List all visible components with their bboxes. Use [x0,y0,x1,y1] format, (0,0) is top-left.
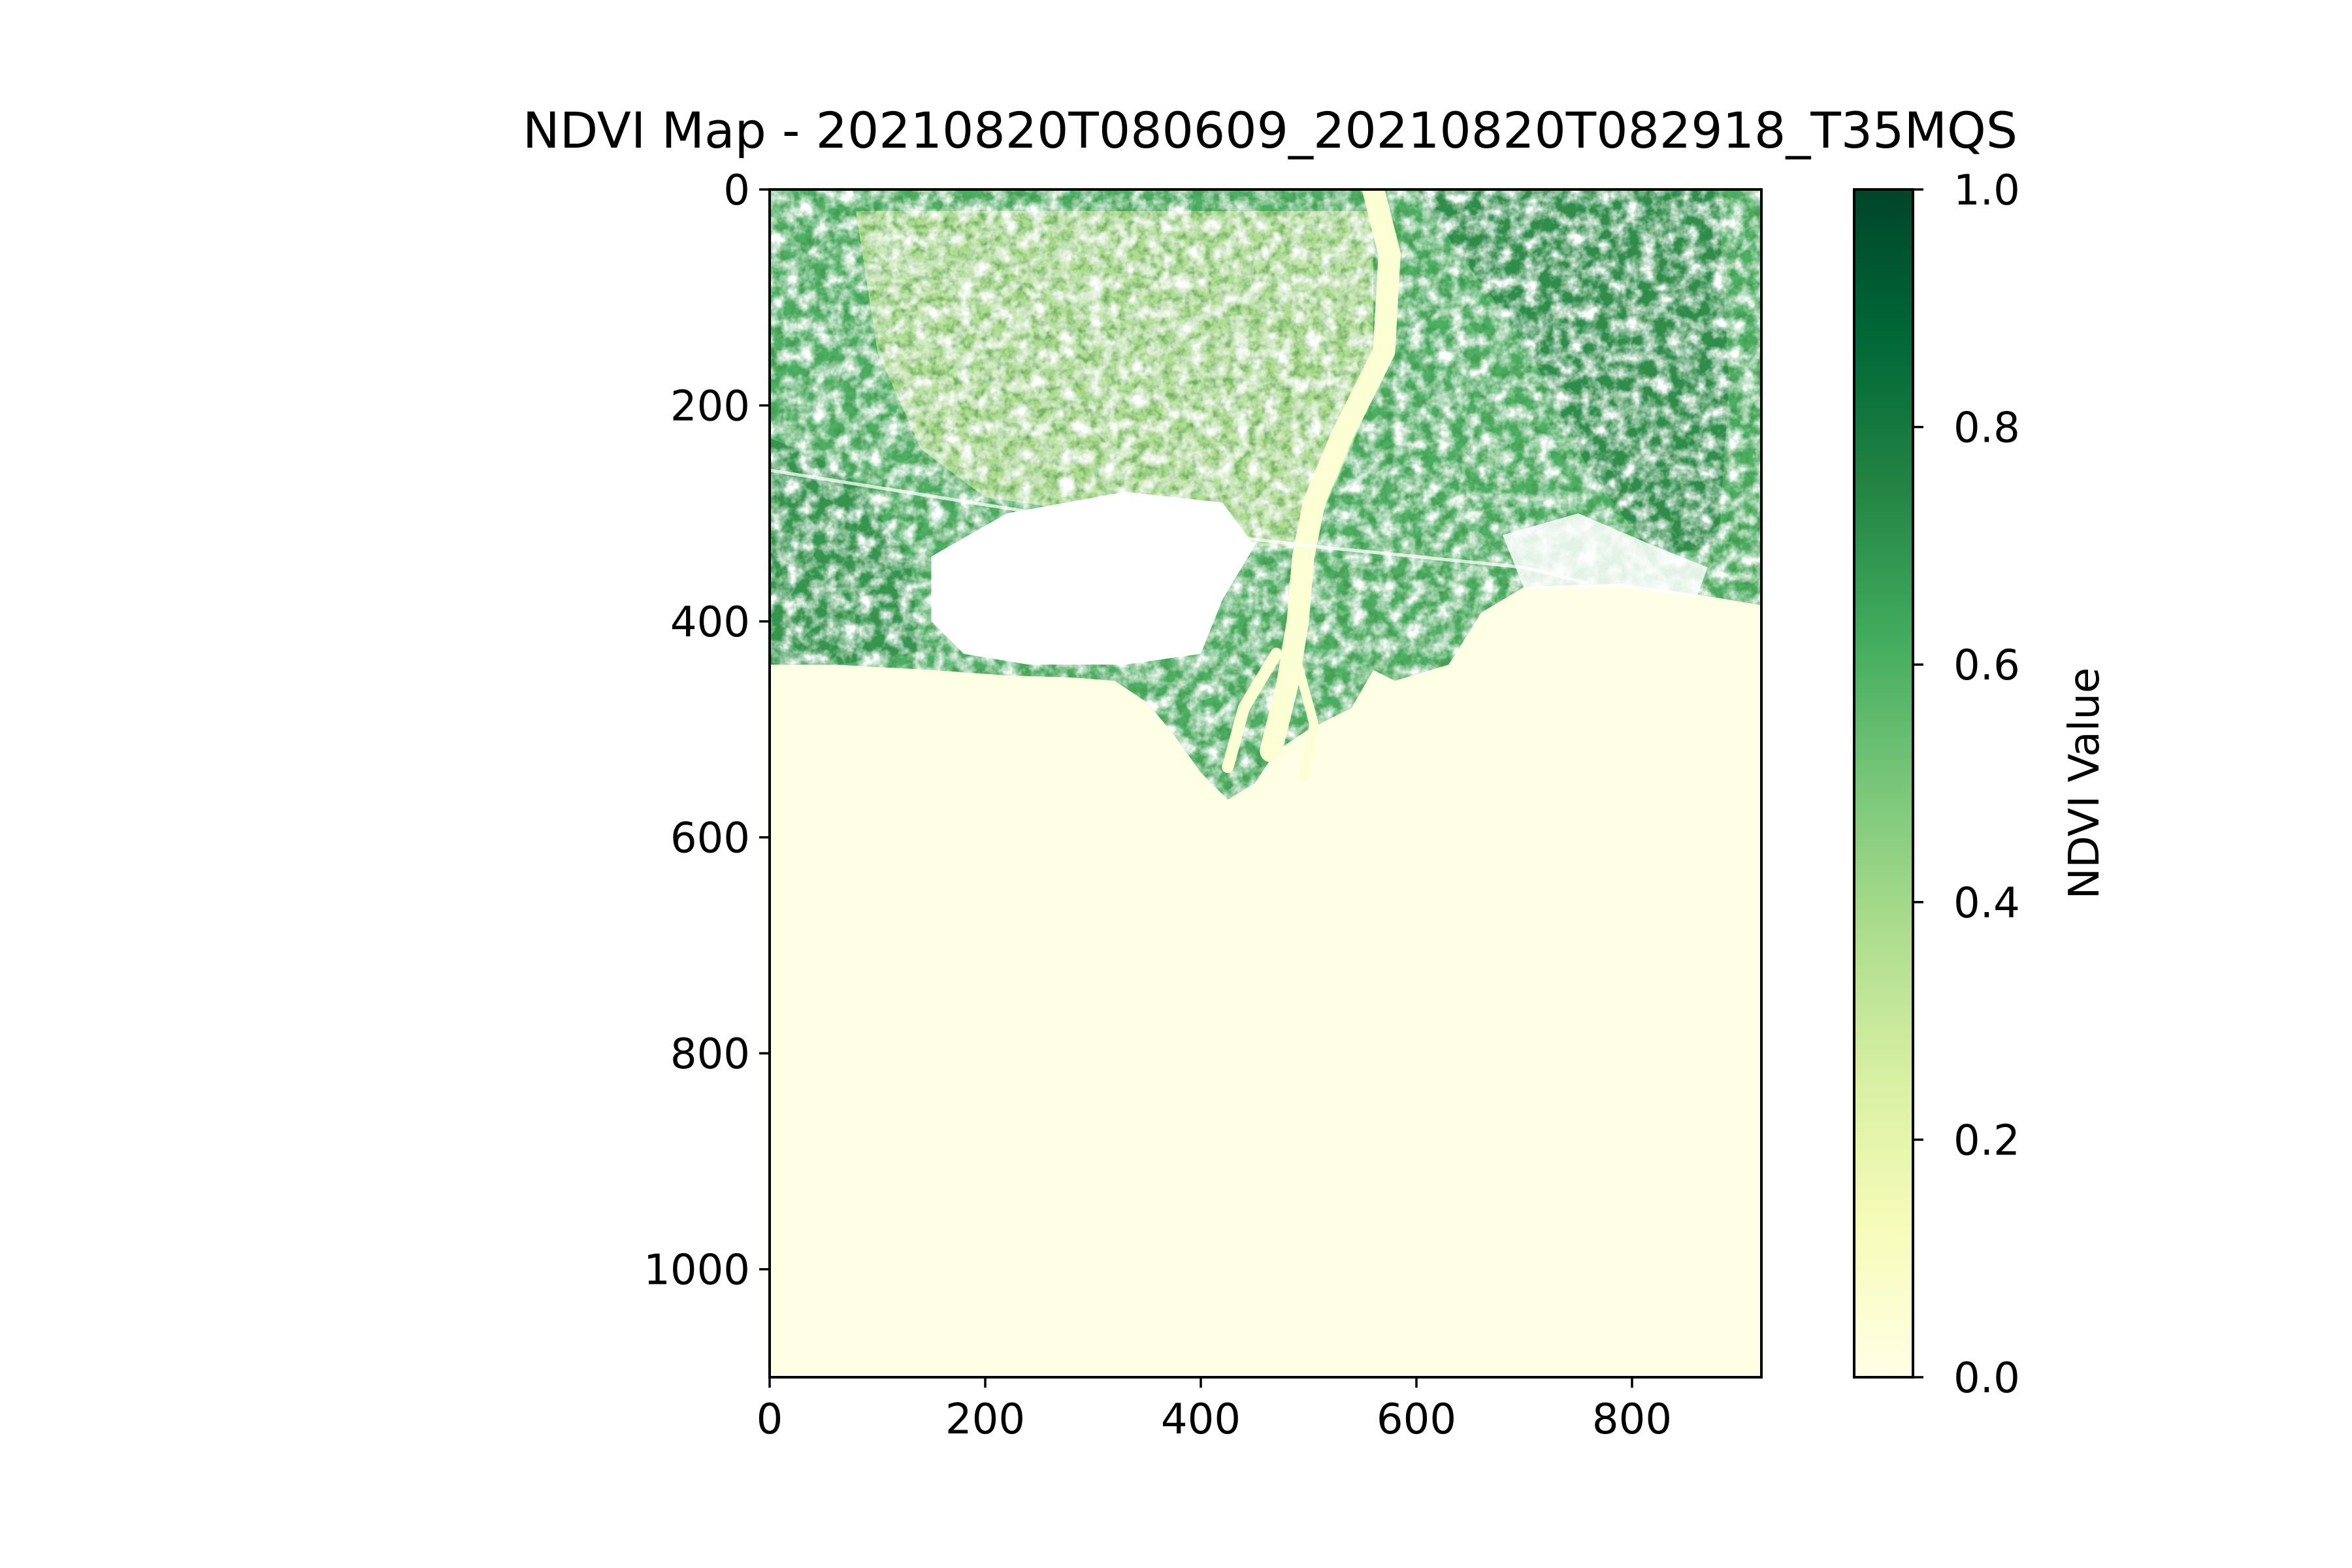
colorbar-tick-label: 1.0 [1953,167,2020,215]
plot-frame [768,188,1763,1379]
delta-channel-left [1222,647,1282,774]
delta-channel-right [1293,660,1319,783]
chart-title: NDVI Map - 20210820T080609_20210820T0829… [523,101,2017,159]
x-axis: 0 200 400 600 800 [757,1377,1672,1444]
colorbar-tick-label: 0.0 [1953,1354,2020,1403]
map-plot-area [770,189,1761,1377]
y-axis: 0 200 400 600 800 1000 [644,167,770,1295]
x-tick-label: 0 [757,1396,783,1444]
colorbar-tick-label: 0.6 [1953,642,2020,690]
no-data-coastline [1503,513,1708,598]
colorbar-gradient [1854,189,1913,1377]
y-tick-label: 1000 [644,1247,750,1295]
colorbar-tick-label: 0.2 [1953,1117,2020,1165]
y-tick-label: 600 [670,815,750,863]
x-tick-label: 400 [1161,1396,1241,1444]
y-tick-label: 0 [723,167,750,215]
road-line [770,468,1590,585]
colorbar-tick-label: 0.8 [1953,404,2020,453]
y-tick-label: 200 [670,383,750,431]
x-tick-label: 200 [945,1396,1025,1444]
colorbar-tick-label: 0.4 [1953,879,2020,928]
colorbar-ticks: 0.0 0.2 0.4 0.6 0.8 1.0 [1913,167,2020,1403]
no-data-lagoon [931,491,1255,665]
river-channel [1260,189,1401,762]
colorbar-label: NDVI Value [2061,668,2109,900]
land-region [770,189,1761,800]
x-tick-label: 800 [1592,1396,1672,1444]
colorbar-frame [1853,188,1914,1379]
x-tick-label: 600 [1377,1396,1456,1444]
y-tick-label: 400 [670,598,750,647]
y-tick-label: 800 [670,1030,750,1079]
colorbar: 0.0 0.2 0.4 0.6 0.8 1.0 NDVI Value [1853,167,2109,1403]
